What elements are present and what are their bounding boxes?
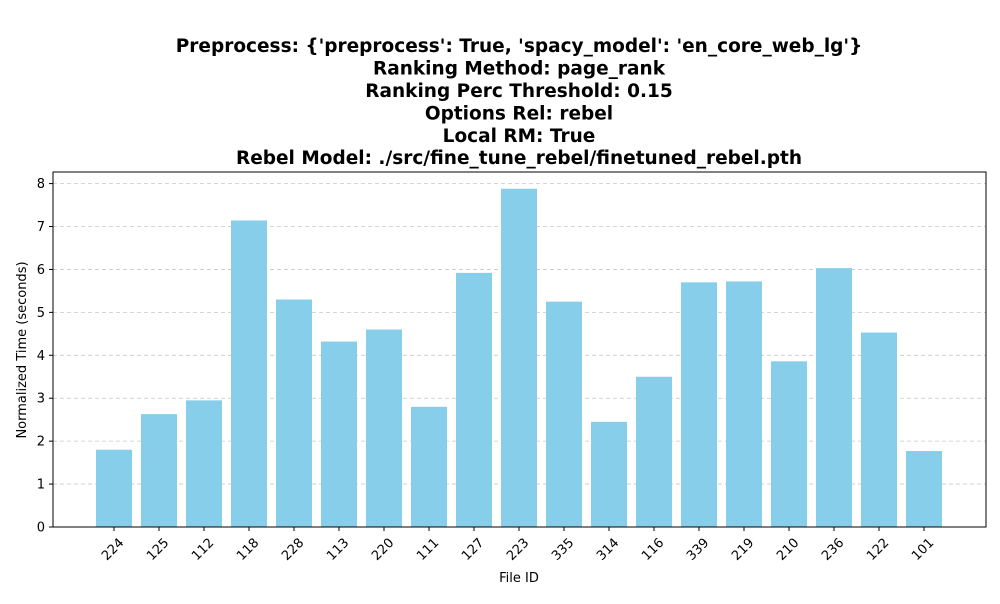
title-line-6: Rebel Model: ./src/fine_tune_rebel/finet… — [236, 148, 802, 169]
x-tick-label-112: 112 — [189, 536, 217, 564]
title-line-2: Ranking Method: page_rank — [373, 59, 666, 80]
x-tick-label-314: 314 — [594, 536, 622, 564]
chart-title: Preprocess: {'preprocess': True, 'spacy_… — [176, 36, 863, 169]
bar-116 — [636, 376, 672, 527]
bar-220 — [366, 329, 402, 527]
y-tick-label-0: 0 — [37, 521, 45, 536]
y-axis-label: Normalized Time (seconds) — [15, 261, 30, 438]
x-tick-label-220: 220 — [369, 536, 397, 564]
bar-112 — [186, 400, 222, 527]
y-tick-label-4: 4 — [37, 349, 45, 364]
x-axis-label: File ID — [499, 571, 539, 586]
x-tick-label-223: 223 — [504, 536, 532, 564]
bar-127 — [456, 272, 492, 527]
bar-118 — [231, 220, 267, 527]
bar-219 — [726, 281, 762, 527]
bar-101 — [906, 451, 942, 527]
title-line-5: Local RM: True — [443, 126, 596, 147]
title-line-4: Options Rel: rebel — [425, 104, 613, 125]
x-tick-label-335: 335 — [549, 536, 577, 564]
y-tick-label-5: 5 — [37, 306, 45, 321]
title-line-1: Preprocess: {'preprocess': True, 'spacy_… — [176, 36, 863, 57]
bar-224 — [96, 449, 132, 527]
x-axis-ticks: 224 125 112 118 228 113 220 111 127 223 335 314 116 3… — [99, 527, 937, 564]
bar-223 — [501, 188, 537, 528]
bar-210 — [771, 361, 807, 527]
bar-111 — [411, 406, 447, 527]
y-tick-label-1: 1 — [37, 478, 45, 493]
bar-228 — [276, 299, 312, 527]
x-tick-label-113: 113 — [324, 536, 352, 564]
bar-125 — [141, 414, 177, 527]
y-axis-ticks: 0 1 2 3 4 5 6 7 8 — [37, 177, 53, 536]
y-tick-label-8: 8 — [37, 177, 45, 192]
y-tick-label-2: 2 — [37, 435, 45, 450]
x-tick-label-101: 101 — [909, 536, 937, 564]
x-tick-label-116: 116 — [639, 536, 667, 564]
bar-335 — [546, 301, 582, 527]
y-tick-label-6: 6 — [37, 263, 45, 278]
bar-122 — [861, 332, 897, 527]
bars — [96, 188, 942, 528]
x-tick-label-127: 127 — [459, 536, 487, 564]
title-line-3: Ranking Perc Threshold: 0.15 — [365, 81, 672, 102]
bar-314 — [591, 421, 627, 527]
x-tick-label-118: 118 — [234, 536, 262, 564]
y-tick-label-3: 3 — [37, 392, 45, 407]
bar-236 — [816, 268, 852, 527]
x-tick-label-210: 210 — [774, 536, 802, 564]
x-tick-label-236: 236 — [819, 536, 847, 564]
y-tick-label-7: 7 — [37, 220, 45, 235]
x-tick-label-125: 125 — [144, 536, 172, 564]
x-tick-label-339: 339 — [684, 536, 712, 564]
x-tick-label-228: 228 — [279, 536, 307, 564]
x-tick-label-224: 224 — [99, 536, 127, 564]
x-tick-label-122: 122 — [864, 536, 892, 564]
x-tick-label-219: 219 — [729, 536, 757, 564]
bar-113 — [321, 341, 357, 527]
x-tick-label-111: 111 — [414, 536, 442, 564]
bar-339 — [681, 282, 717, 527]
